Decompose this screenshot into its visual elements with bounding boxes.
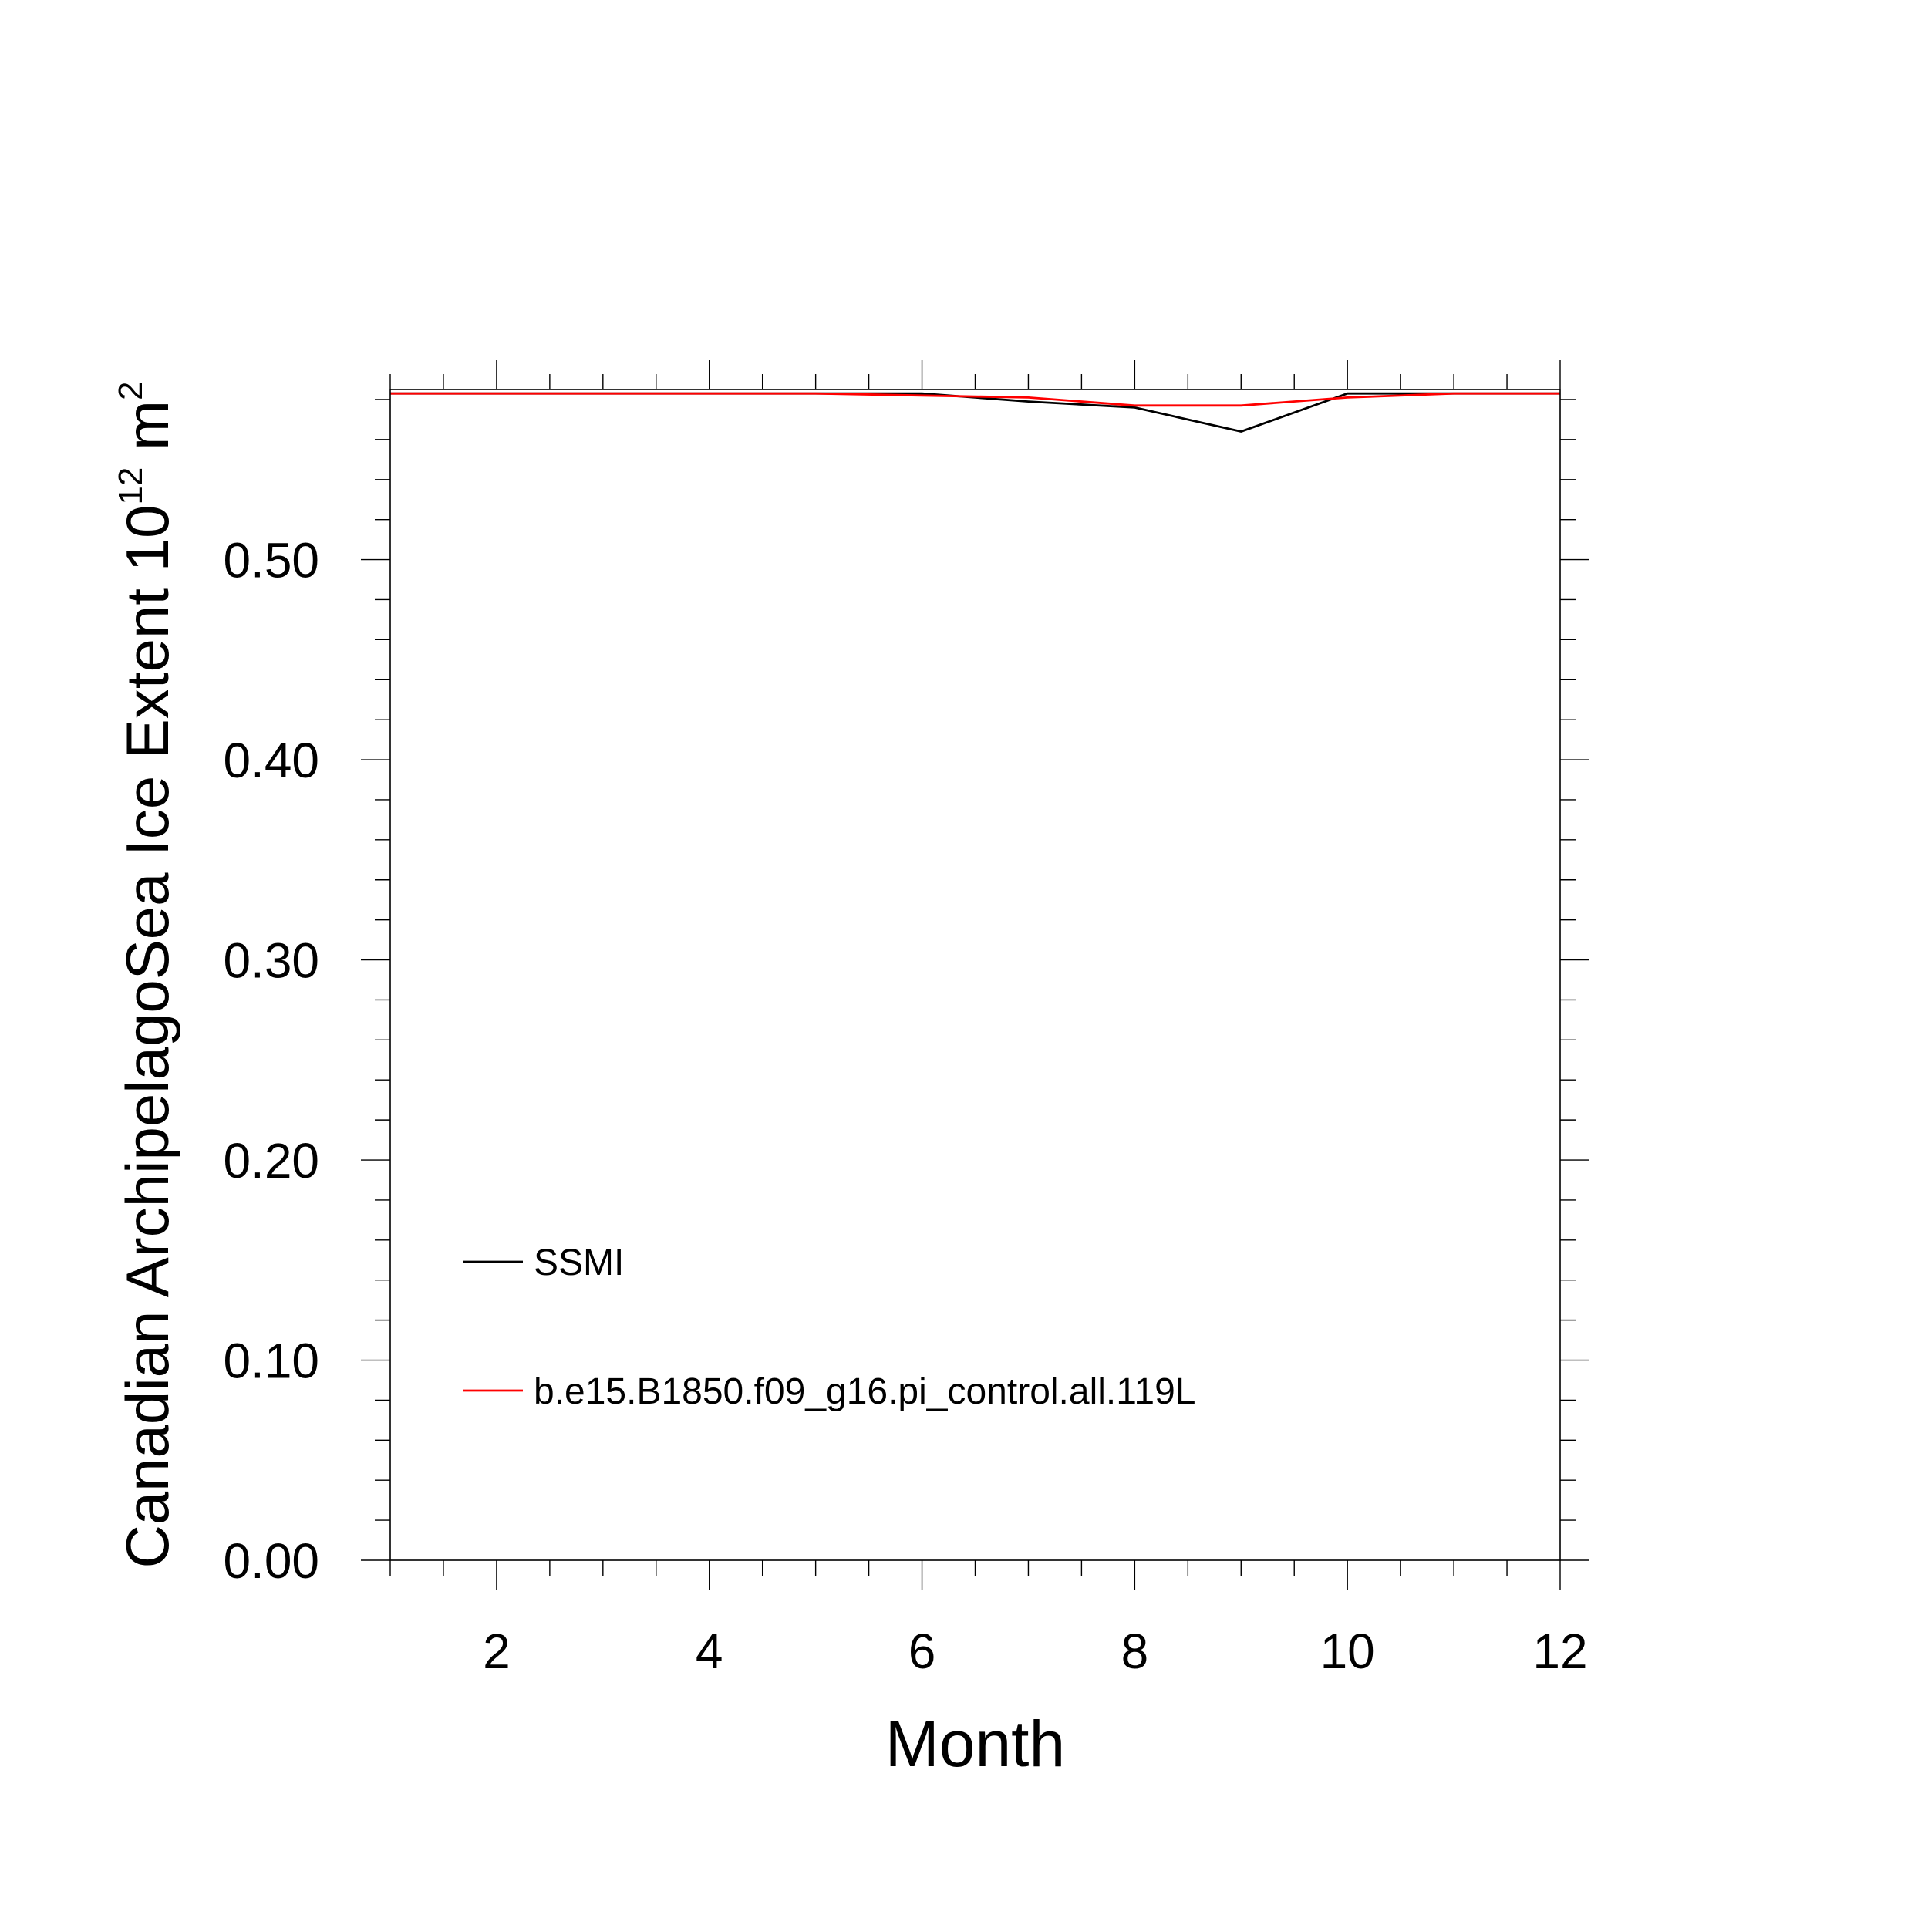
y-axis-title-unit: m (113, 400, 181, 467)
x-tick-label: 2 (483, 1623, 511, 1679)
legend: SSMI b.e15.B1850.f09_g16.pi_control.all.1… (463, 1242, 1195, 1412)
y-tick-label: 0.10 (223, 1334, 319, 1389)
y-tick-label: 0.20 (223, 1133, 319, 1189)
x-tick-label: 6 (908, 1623, 936, 1679)
series-line-2 (390, 392, 1560, 407)
legend-label: SSMI (534, 1242, 624, 1283)
x-axis-title: Month (885, 1708, 1065, 1780)
x-tick-label: 8 (1121, 1623, 1149, 1679)
legend-label: b.e15.B1850.f09_g16.pi_control.all.119L (534, 1371, 1195, 1412)
x-tick-label: 4 (696, 1623, 723, 1679)
plot-frame (389, 389, 1561, 1561)
x-tick-label: 10 (1320, 1623, 1375, 1679)
y-tick-label: 0.40 (223, 733, 319, 788)
axis-ticks (361, 360, 1589, 1590)
y-axis-title-exponent: 12 (112, 467, 150, 505)
y-axis-title: Canadian ArchipelagoSea Ice Extent 1012 … (112, 381, 181, 1568)
y-axis-title-unit-exponent: 2 (112, 381, 150, 400)
series-lines (390, 392, 1560, 433)
y-tick-label: 0.00 (223, 1533, 319, 1589)
x-tick-label: 12 (1532, 1623, 1587, 1679)
y-tick-label: 0.50 (223, 533, 319, 588)
series-line-1 (390, 392, 1560, 433)
tick-labels: 2 4 6 8 10 12 0.00 0.10 0.20 0.30 0.40 0.50 (223, 533, 1587, 1679)
y-tick-label: 0.30 (223, 933, 319, 989)
y-axis-title-text: Canadian ArchipelagoSea Ice Extent 10 (113, 505, 181, 1569)
